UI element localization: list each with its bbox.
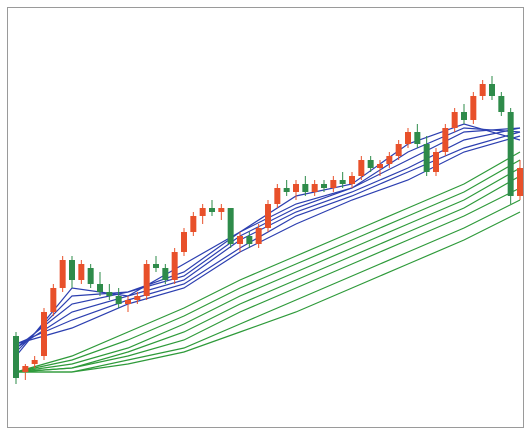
candle-body [22,366,29,372]
candle-body [321,184,327,188]
candle-body [255,228,262,244]
candle-body [517,168,523,196]
candle-body [339,180,346,184]
candle-body [507,112,514,196]
candle-body [274,188,281,204]
candle-body [451,112,458,128]
candle-body [302,184,309,192]
candle-body [115,296,122,304]
candle-body [41,312,47,356]
candle-body [31,360,38,364]
candle-body [106,292,113,296]
candle-body [386,156,393,164]
candle-body [13,336,19,378]
ma-line [15,167,521,373]
ma-line [16,211,521,373]
candle-body [181,232,187,252]
candle-body [87,268,94,284]
candle-body [162,268,169,280]
candle-body [311,184,318,192]
ma-line [15,151,521,373]
candle-body [199,208,206,216]
candle-body [209,208,215,212]
candle-body [143,264,150,296]
candle-body [358,160,365,176]
candle-body [442,128,449,152]
candle-body [237,236,243,244]
candle-body [367,160,374,168]
candle-body [246,236,253,244]
candle-body [330,180,337,188]
candle-body [125,300,131,304]
candle-body [423,144,430,172]
candle-body [50,288,57,312]
candle-body [433,152,439,172]
candle-body [190,216,197,232]
candle-body [395,144,402,156]
ma-line [15,175,521,373]
candle-body [78,264,85,280]
candle-body [461,112,467,120]
candle-body [498,96,505,112]
ma-line [16,199,521,373]
candle-body [227,208,234,244]
candle-body [489,84,495,96]
ma-line [15,187,521,373]
candle-body [265,204,271,228]
candle-body [377,164,383,168]
candle-body [349,176,355,184]
candle-body [405,132,411,144]
candle-body [97,284,103,292]
candle-body [69,260,75,280]
candle-body [293,184,299,192]
candle-body [283,188,290,192]
candle-body [153,264,159,268]
candle-body [414,132,421,144]
candle-body [479,84,486,96]
candles [13,76,523,384]
candle-body [134,296,141,300]
candle-body [59,260,66,288]
candle-body [218,208,225,212]
ma-line [15,159,521,373]
candle-body [171,252,178,280]
candle-body [470,96,477,120]
